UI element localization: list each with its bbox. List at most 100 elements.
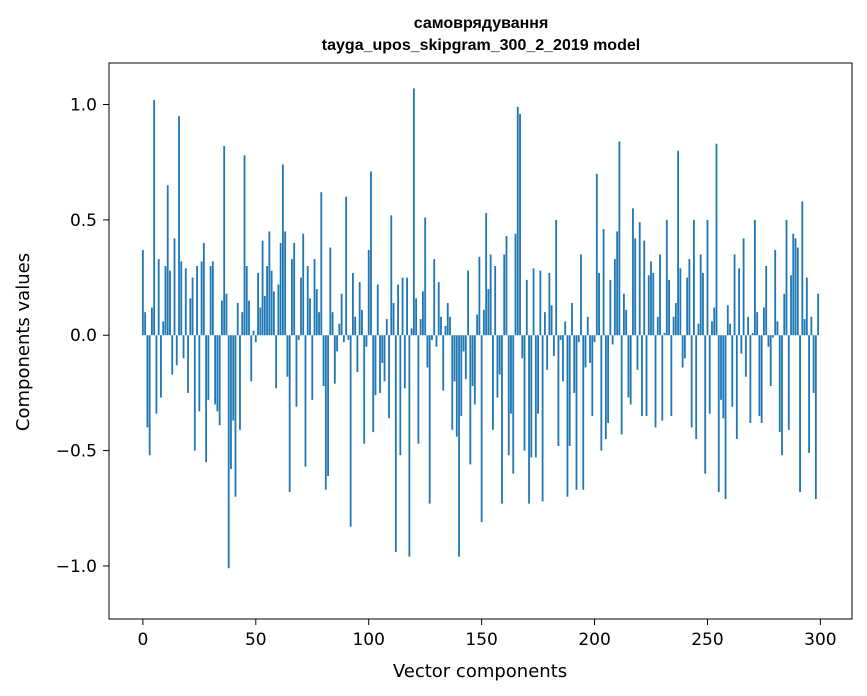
bar	[573, 335, 576, 393]
bar	[758, 335, 761, 416]
bar	[582, 335, 585, 490]
bar	[805, 277, 808, 336]
bar	[600, 335, 603, 451]
bar	[196, 266, 198, 336]
x-tick-label: 0	[137, 630, 148, 650]
bar	[379, 335, 381, 393]
bar	[647, 275, 650, 336]
bar	[604, 335, 607, 440]
bar	[151, 307, 153, 336]
bar	[760, 335, 763, 423]
bar	[173, 238, 176, 336]
bar	[349, 335, 352, 527]
bar	[505, 236, 508, 336]
bar	[801, 201, 804, 336]
bar	[234, 335, 237, 497]
bar	[501, 335, 503, 504]
bar	[521, 335, 524, 359]
bar	[566, 335, 569, 497]
y-axis: −1.0 −0.5 0.0 0.5 1.0	[56, 96, 109, 577]
bar	[431, 335, 433, 340]
bar	[410, 328, 413, 336]
bar	[331, 312, 334, 336]
bar	[288, 335, 291, 493]
bar	[523, 335, 526, 451]
x-tick-label: 150	[465, 630, 497, 650]
bars-group	[141, 88, 820, 569]
bar	[598, 272, 600, 336]
bar	[320, 192, 323, 336]
bar	[693, 219, 695, 336]
bar	[496, 335, 499, 398]
bar	[763, 307, 765, 336]
bar	[516, 106, 519, 336]
bar	[681, 335, 684, 368]
bar	[564, 321, 567, 336]
bar	[315, 289, 318, 336]
bar	[767, 335, 770, 347]
bar	[568, 335, 571, 446]
bar	[643, 240, 646, 336]
bar	[216, 335, 219, 412]
bar	[577, 335, 580, 343]
bar	[589, 335, 591, 363]
bar	[672, 316, 675, 336]
bar	[189, 298, 192, 336]
bar	[541, 335, 544, 502]
bar	[487, 289, 490, 336]
bar	[374, 335, 377, 396]
bar	[230, 335, 232, 470]
chart-subtitle: tayga_upos_skipgram_300_2_2019 model	[322, 37, 640, 54]
bar	[449, 316, 451, 336]
bar	[744, 335, 747, 377]
bar	[406, 277, 409, 336]
bar	[239, 335, 241, 430]
bar	[399, 335, 402, 456]
bar	[699, 254, 702, 336]
bar	[370, 171, 372, 336]
bar	[187, 335, 189, 393]
bar	[361, 309, 363, 336]
bar	[336, 335, 338, 352]
bar	[433, 259, 436, 336]
bar	[333, 335, 336, 384]
bar	[683, 335, 686, 359]
bar	[146, 335, 149, 428]
bar	[482, 309, 485, 336]
bar	[153, 99, 156, 336]
bar	[254, 335, 257, 343]
bar	[304, 335, 307, 467]
bar	[162, 321, 165, 336]
bar	[352, 272, 354, 336]
bar	[765, 266, 768, 336]
bar	[322, 335, 325, 386]
bar	[792, 233, 795, 336]
x-tick-label: 250	[691, 630, 723, 650]
y-tick-label: 1.0	[70, 96, 97, 116]
bar	[175, 335, 178, 366]
bar	[654, 335, 657, 428]
bar	[740, 335, 743, 354]
bar	[543, 312, 546, 336]
bar	[733, 254, 736, 336]
bar	[781, 335, 783, 456]
bar	[464, 335, 467, 380]
bar	[327, 335, 329, 476]
bar	[580, 254, 582, 336]
bar	[756, 312, 759, 336]
bar	[636, 335, 639, 370]
bar	[141, 249, 144, 336]
bar	[724, 335, 727, 500]
bar	[155, 335, 158, 414]
bar	[772, 335, 774, 338]
bar	[625, 309, 628, 336]
bar	[537, 335, 539, 414]
bar	[623, 293, 625, 336]
bar	[383, 335, 386, 382]
bar	[455, 335, 458, 437]
bar	[695, 335, 698, 440]
bar	[440, 316, 442, 336]
bar	[354, 316, 357, 336]
bar	[279, 242, 282, 336]
